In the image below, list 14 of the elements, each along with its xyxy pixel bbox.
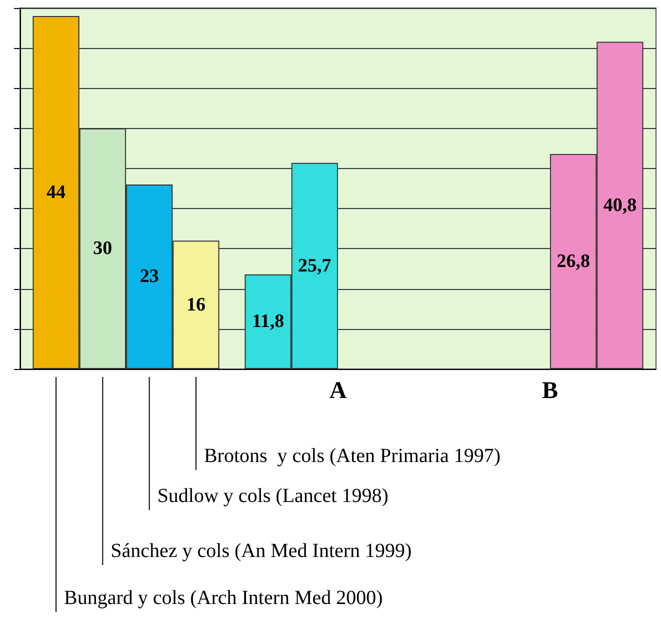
data-label: 11,8 — [252, 311, 284, 332]
data-label: 40,8 — [603, 194, 637, 216]
data-label: 30 — [93, 238, 112, 260]
data-label: 26,8 — [556, 251, 590, 272]
data-label: 16 — [186, 294, 206, 316]
data-label: 44 — [46, 182, 66, 204]
x-tick-label: A — [329, 378, 348, 404]
text: Bungard y cols (Arch Intern Med 2000) — [64, 587, 383, 609]
text: Sudlow y cols (Lancet 1998) — [157, 485, 388, 507]
text: Brotons y cols (Aten Primaria 1997) — [204, 445, 501, 467]
text: Sánchez y cols (An Med Intern 1999) — [110, 540, 412, 562]
data-label: 23 — [140, 266, 159, 288]
x-tick-label: B — [542, 378, 558, 404]
data-label: 25,7 — [298, 255, 332, 276]
